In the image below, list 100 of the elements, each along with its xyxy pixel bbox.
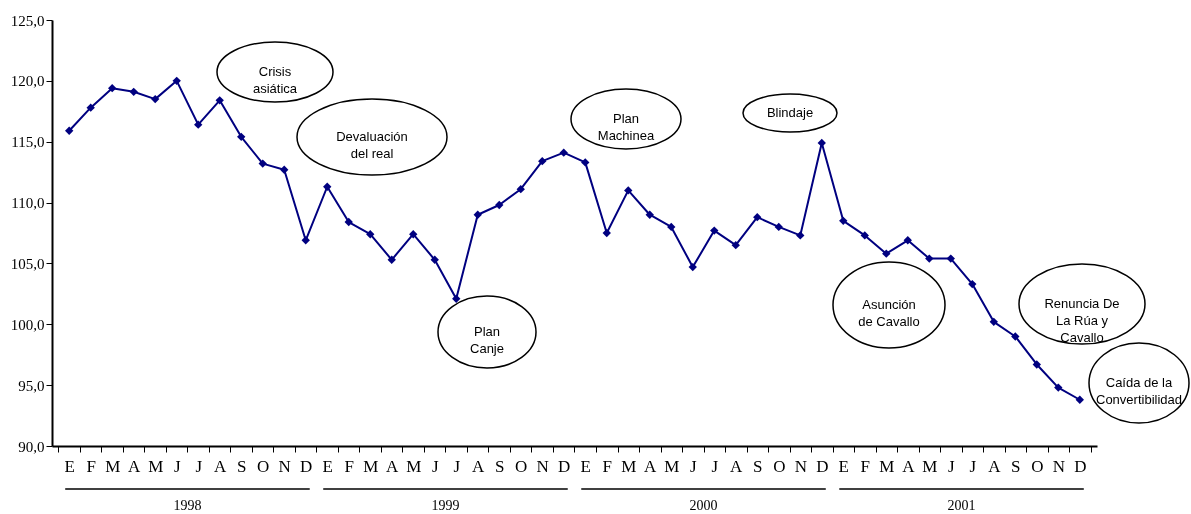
y-tick-label: 100,0 <box>10 316 45 333</box>
text: 1998 <box>173 498 202 513</box>
x-tick-label: O <box>257 456 270 476</box>
point <box>624 186 633 195</box>
annotation: Asunción de Cavallo <box>858 297 920 329</box>
point <box>667 222 676 232</box>
annotation: Crisis asiática <box>252 64 298 96</box>
x-tick-label: S <box>495 456 505 476</box>
x-tick-label: N <box>794 456 807 476</box>
x-tick-label: M <box>105 456 121 476</box>
y-tick-label: 120,0 <box>10 73 45 90</box>
point <box>688 262 697 272</box>
point <box>882 249 891 258</box>
point <box>731 240 740 250</box>
text: 2000 <box>689 498 718 513</box>
annotation: Plan Machinea <box>597 111 655 143</box>
point <box>258 159 267 168</box>
point <box>1011 332 1020 341</box>
x-tick-label: O <box>773 456 786 476</box>
x-tick-label: A <box>988 456 1002 476</box>
x-tick-label: M <box>363 456 379 476</box>
x-tick-label: J <box>711 456 719 476</box>
y-tick-label: 90,0 <box>18 438 45 455</box>
y-tick-label: 115,0 <box>11 134 45 151</box>
x-tick-label: O <box>515 456 528 476</box>
x-tick-label: M <box>621 456 637 476</box>
point <box>559 148 568 157</box>
x-tick-label: E <box>322 456 333 476</box>
x-tick-label: A <box>128 456 142 476</box>
point <box>753 212 762 222</box>
x-tick-label: M <box>922 456 938 476</box>
point <box>473 210 482 219</box>
text: 2001 <box>947 498 976 513</box>
point <box>301 236 310 245</box>
x-tick-label: J <box>195 456 203 476</box>
x-tick-label: A <box>644 456 658 476</box>
x-tick-label: O <box>1031 456 1044 476</box>
x-tick-label: J <box>431 456 439 476</box>
point <box>430 255 439 264</box>
point <box>387 255 396 264</box>
point <box>237 132 246 142</box>
point <box>323 182 332 191</box>
point <box>366 230 375 239</box>
point <box>129 87 138 96</box>
point <box>581 158 590 167</box>
point <box>452 294 461 303</box>
point <box>946 254 955 263</box>
x-tick-label: A <box>730 456 744 476</box>
x-tick-label: E <box>838 456 849 476</box>
x-tick-label: F <box>86 456 96 476</box>
point <box>495 200 504 210</box>
point <box>344 217 353 227</box>
point <box>839 216 848 226</box>
point <box>903 236 912 245</box>
point <box>215 96 224 105</box>
point <box>1075 395 1084 404</box>
x-tick-label: D <box>300 456 313 476</box>
x-tick-label: N <box>1052 456 1065 476</box>
annotation: Caída de la Convertibilidad <box>1096 375 1182 407</box>
x-tick-label: M <box>406 456 422 476</box>
point <box>989 317 998 327</box>
y-tick-label: 105,0 <box>10 255 45 272</box>
point <box>172 76 181 86</box>
x-tick-label: J <box>453 456 461 476</box>
annotation: Renuncia De La Rúa y Cavallo <box>1044 296 1120 345</box>
point <box>796 231 805 240</box>
y-tick-label: 110,0 <box>11 195 45 212</box>
x-tick-label: E <box>580 456 591 476</box>
x-tick-label: S <box>753 456 763 476</box>
x-tick-label: J <box>689 456 697 476</box>
x-tick-label: M <box>148 456 164 476</box>
x-tick-label: M <box>664 456 680 476</box>
point <box>65 126 74 135</box>
point <box>108 83 117 93</box>
x-tick-label: S <box>236 456 247 476</box>
x-tick-label: D <box>558 456 571 476</box>
x-tick-label: J <box>173 456 181 476</box>
annotation: Plan Canje <box>470 324 504 356</box>
text: 1999 <box>431 498 460 513</box>
point <box>710 226 719 235</box>
x-tick-label: A <box>902 456 916 476</box>
x-tick-label: A <box>386 456 400 476</box>
point <box>1032 360 1041 369</box>
y-tick-label: 95,0 <box>18 377 45 394</box>
point <box>194 120 203 129</box>
point <box>968 279 977 289</box>
x-tick-label: N <box>278 456 291 476</box>
x-tick-label: J <box>947 456 955 476</box>
x-tick-label: D <box>816 456 829 476</box>
x-tick-label: J <box>969 456 977 476</box>
point <box>860 231 869 240</box>
point <box>86 103 95 112</box>
x-tick-label: F <box>344 456 354 476</box>
annotation: Blindaje <box>766 105 814 120</box>
x-tick-label: F <box>602 456 612 476</box>
x-tick-label: F <box>860 456 871 476</box>
point <box>925 254 934 263</box>
x-tick-label: E <box>64 456 75 476</box>
point <box>602 228 611 238</box>
y-tick-label: 125,0 <box>10 12 45 29</box>
